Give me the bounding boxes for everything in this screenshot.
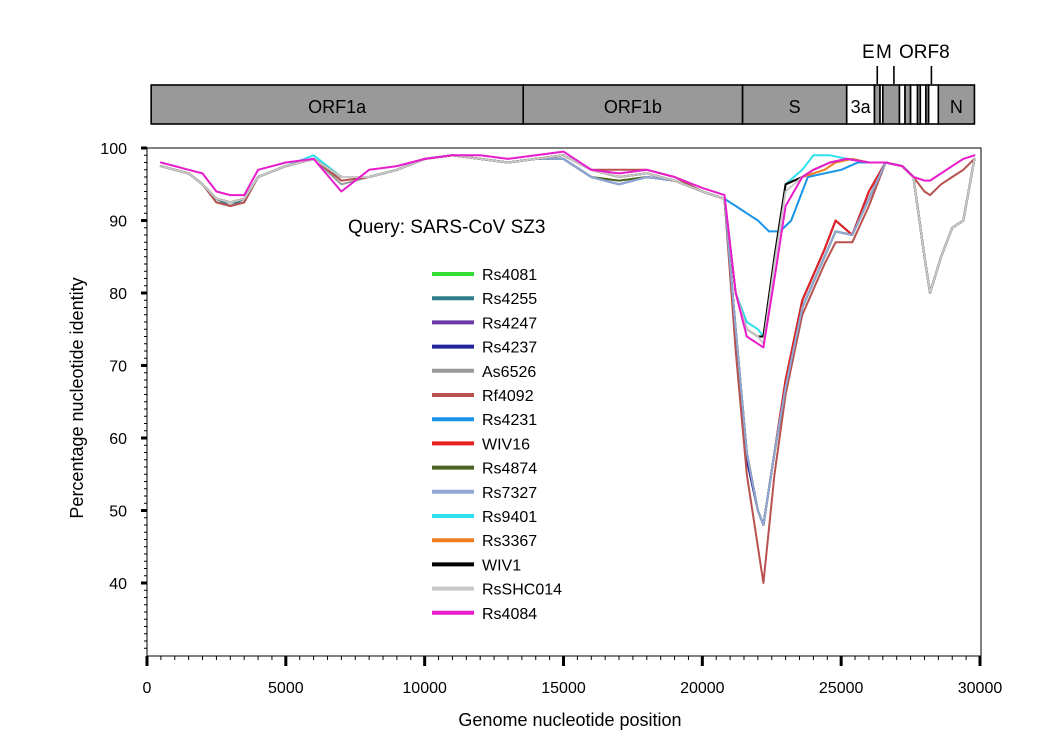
series-line: [159, 154, 976, 526]
gene-marker-label: ORF8: [899, 42, 950, 63]
genome-segment: [522, 84, 744, 125]
legend-label: Rs3367: [482, 533, 537, 550]
series-line: [159, 154, 976, 526]
series-line: [159, 154, 976, 526]
legend-label: Rs4231: [482, 412, 537, 429]
y-tick-label: 100: [100, 141, 127, 158]
series-layer: [159, 150, 976, 584]
query-annotation: Query: SARS-CoV SZ3: [348, 217, 545, 238]
y-tick-label: 60: [109, 431, 127, 448]
legend-label: Rs4084: [482, 606, 537, 623]
genome-map: ORF1a ORF1b S 3a N: [150, 84, 976, 125]
x-tick-label: 30000: [958, 680, 1003, 697]
x-tick-label: 5000: [268, 680, 304, 697]
genome-segment: [873, 84, 881, 125]
genome-segment: [919, 84, 927, 125]
legend-label: Rs7327: [482, 485, 537, 502]
legend-label: Rs4255: [482, 291, 537, 308]
genome-segment-label: S: [789, 97, 801, 117]
genome-segment: [150, 84, 525, 125]
series-line: [159, 154, 976, 338]
x-tick-label: 15000: [541, 680, 586, 697]
series-line: [159, 154, 976, 526]
x-tick-label: 25000: [819, 680, 864, 697]
y-tick-label: 90: [109, 214, 127, 231]
genome-segment-label: ORF1a: [308, 97, 367, 117]
series-line: [159, 154, 976, 338]
gene-marker-label: E: [862, 42, 875, 63]
genome-segment: [898, 84, 906, 125]
genome-segment: [927, 84, 940, 125]
legend-label: RsSHC014: [482, 582, 562, 599]
series-line: [159, 150, 976, 349]
axes: 40 50 60 70 80 90 100 0 5000 10000 15000 20000 25000…: [100, 141, 1002, 697]
genome-segment-label: ORF1b: [604, 97, 662, 117]
legend-label: Rs4874: [482, 461, 537, 478]
y-tick-label: 50: [109, 504, 127, 521]
genome-segment: [909, 84, 919, 125]
x-tick-label: 10000: [402, 680, 447, 697]
series-line: [159, 154, 976, 294]
legend-label: WIV1: [482, 557, 521, 574]
x-tick-label: 20000: [680, 680, 725, 697]
y-tick-label: 80: [109, 286, 127, 303]
series-line: [159, 154, 976, 526]
genome-segment: [937, 84, 976, 125]
x-tick-label: 0: [143, 680, 152, 697]
legend-label: Rs4247: [482, 315, 537, 332]
series-line: [159, 154, 976, 526]
x-axis-label: Genome nucleotide position: [458, 710, 681, 730]
gene-marker-label: M: [876, 42, 892, 63]
genome-segment: [904, 84, 912, 125]
series-line: [159, 154, 976, 526]
series-line: [159, 154, 976, 345]
series-line: [159, 154, 976, 526]
legend-label: Rs4237: [482, 340, 537, 357]
legend-label: Rs4081: [482, 267, 537, 284]
legend-label: Rs9401: [482, 509, 537, 526]
legend-label: Rf4092: [482, 388, 534, 405]
series-line: [159, 154, 976, 584]
legend-label: WIV16: [482, 436, 530, 453]
genome-segment-label: 3a: [851, 97, 872, 117]
y-axis-label: Percentage nucleotide identity: [67, 277, 87, 518]
series-line: [159, 154, 976, 338]
gene-markers: E M ORF8: [862, 42, 950, 84]
legend-label: As6526: [482, 364, 536, 381]
y-tick-label: 40: [109, 576, 127, 593]
y-tick-label: 70: [109, 359, 127, 376]
genome-segment-label: N: [950, 97, 963, 117]
legend: Rs4081 Rs4255 Rs4247 Rs4237 As6526 Rf4092 Rs42…: [432, 267, 562, 623]
genome-segment: [741, 84, 848, 125]
genome-segment: [882, 84, 901, 125]
